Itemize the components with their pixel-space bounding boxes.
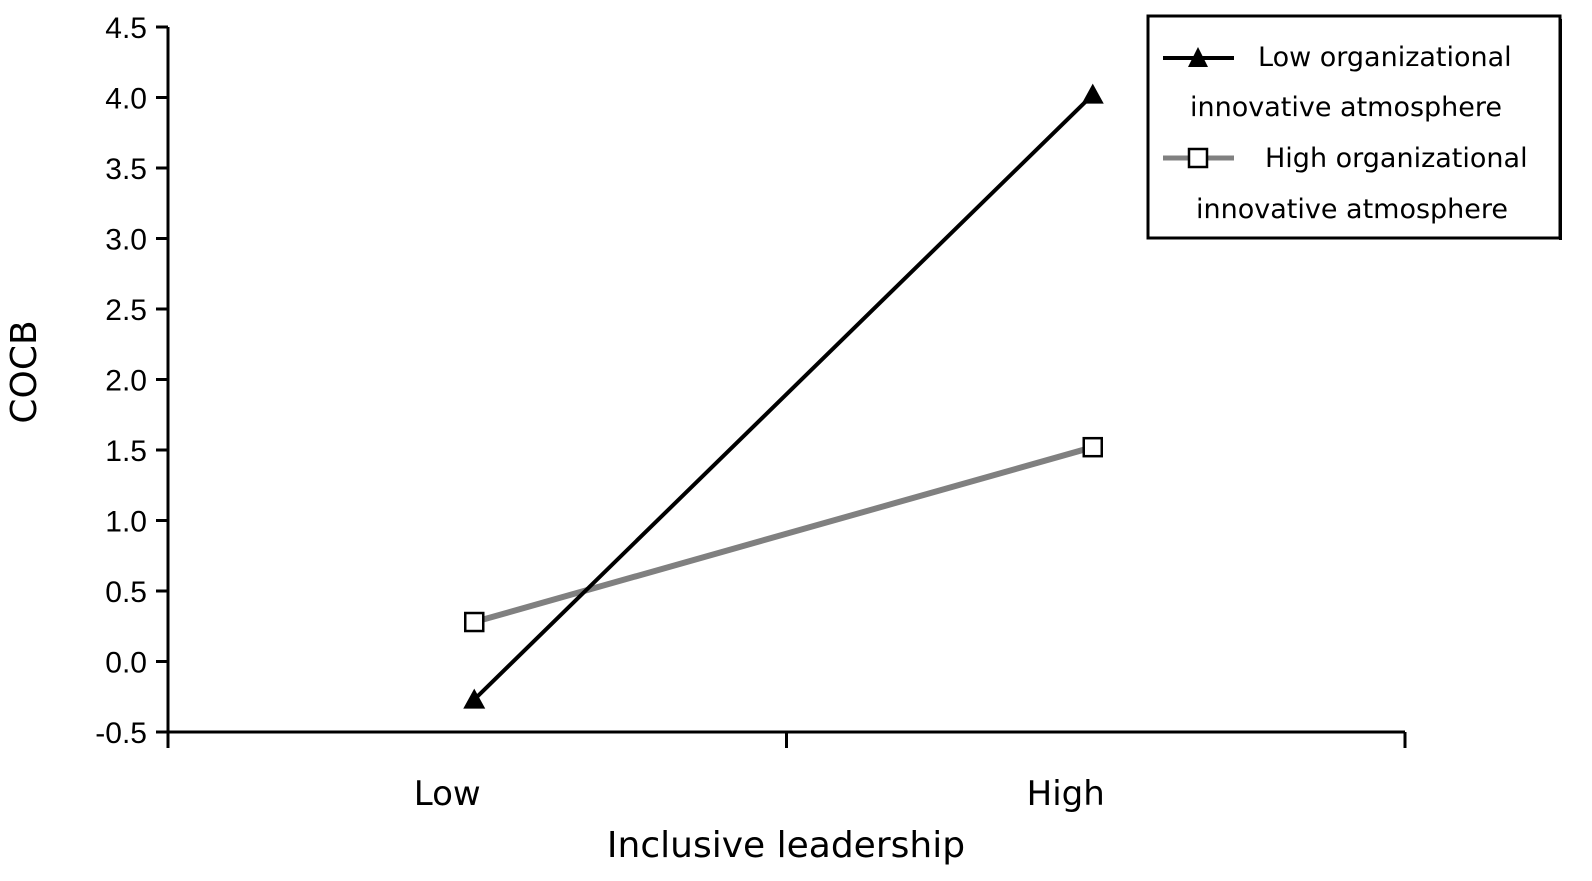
x-tick-label: Low <box>414 774 481 814</box>
y-tick-label: 1.0 <box>105 506 147 539</box>
y-tick-label: 3.0 <box>105 224 147 257</box>
x-tick-label: High <box>1027 774 1105 814</box>
series-layer <box>463 83 1104 709</box>
y-axis-title: COCB <box>4 320 45 423</box>
legend-label-low-line2: innovative atmosphere <box>1190 92 1502 123</box>
legend-marker-triangle-icon <box>1188 47 1208 67</box>
y-tick-label: 3.5 <box>105 153 147 186</box>
legend-box-shadow-right <box>1559 19 1562 240</box>
y-tick-label: 0.0 <box>105 647 147 680</box>
y-tick-label: 2.5 <box>105 294 147 327</box>
series-line-low <box>472 93 1095 701</box>
y-tick-label: 1.5 <box>105 435 147 468</box>
y-tick-label: 4.0 <box>105 83 147 116</box>
y-tick-label: 2.0 <box>105 365 147 398</box>
legend: Low organizational innovative atmosphere… <box>1146 14 1562 240</box>
y-tick-label: -0.5 <box>95 717 147 750</box>
legend-marker-square-icon <box>1187 147 1209 169</box>
legend-label-low-line1: Low organizational <box>1258 42 1512 73</box>
data-point-high-1 <box>1082 436 1103 458</box>
y-tick-label: 4.5 <box>105 12 147 45</box>
data-point-low-0 <box>463 688 486 709</box>
x-axis-title: Inclusive leadership <box>607 825 965 866</box>
x-axis: Low High <box>166 730 1407 814</box>
data-point-high-0 <box>464 611 485 633</box>
y-tick-label: 0.5 <box>105 576 147 609</box>
legend-label-high-line2: innovative atmosphere <box>1196 194 1508 225</box>
y-axis: -0.5 0.0 0.5 1.0 1.5 2.0 2.5 3.0 3.5 4.0 4.5 <box>95 12 170 750</box>
legend-box <box>1146 14 1562 240</box>
legend-label-high-line1: High organizational <box>1265 143 1528 174</box>
series-line-high <box>473 444 1094 625</box>
data-point-low-1 <box>1081 83 1104 104</box>
